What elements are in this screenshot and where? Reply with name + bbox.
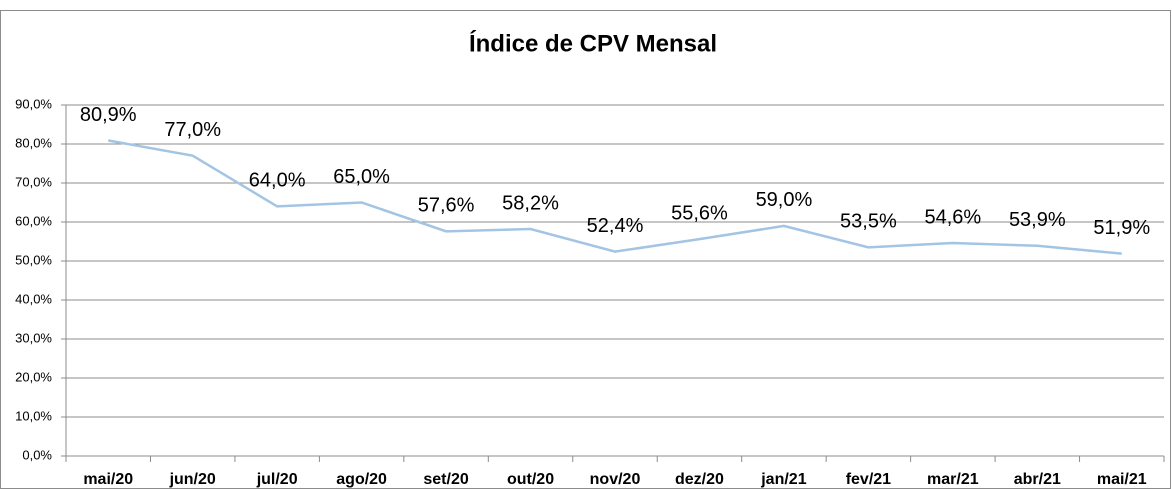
data-label: 65,0% (333, 166, 390, 188)
data-label: 77,0% (164, 119, 221, 141)
data-label: 51,9% (1093, 217, 1150, 239)
x-tick-label: mai/20 (83, 471, 133, 488)
y-tick-label: 30,0% (15, 330, 52, 345)
x-tick-label: jun/20 (169, 471, 216, 488)
data-label: 57,6% (418, 195, 475, 217)
data-label: 53,9% (1009, 209, 1066, 231)
chart-border (0, 10, 1171, 489)
data-label: 64,0% (249, 170, 306, 192)
y-tick-label: 60,0% (15, 213, 52, 228)
data-label: 55,6% (671, 202, 728, 224)
x-tick-label: nov/20 (590, 471, 641, 488)
data-line (108, 139, 1122, 255)
y-tick-label: 40,0% (15, 291, 52, 306)
y-tick-label: 10,0% (15, 408, 52, 423)
data-label: 59,0% (756, 189, 813, 211)
x-tick-label: mai/21 (1097, 471, 1147, 488)
chart-title: Índice de CPV Mensal (469, 29, 717, 57)
y-tick-label: 20,0% (15, 369, 52, 384)
x-tick-label: out/20 (507, 471, 554, 488)
x-tick-label: jan/21 (760, 471, 806, 488)
y-tick-label: 70,0% (15, 174, 52, 189)
x-tick-label: set/20 (423, 471, 468, 488)
y-tick-label: 90,0% (15, 96, 52, 111)
x-tick-label: ago/20 (336, 471, 387, 488)
data-label: 80,9% (80, 104, 137, 126)
data-label: 58,2% (502, 192, 559, 214)
data-label: 53,5% (840, 211, 897, 233)
y-tick-label: 50,0% (15, 252, 52, 267)
y-tick-label: 80,0% (15, 135, 52, 150)
x-tick-label: mar/21 (927, 471, 979, 488)
data-label: 54,6% (924, 206, 981, 228)
x-tick-label: fev/21 (846, 471, 891, 488)
x-tick-label: jul/20 (256, 471, 298, 488)
data-label: 52,4% (587, 215, 644, 237)
y-tick-label: 0,0% (22, 447, 52, 462)
x-tick-label: abr/21 (1014, 471, 1061, 488)
x-tick-label: dez/20 (675, 471, 724, 488)
